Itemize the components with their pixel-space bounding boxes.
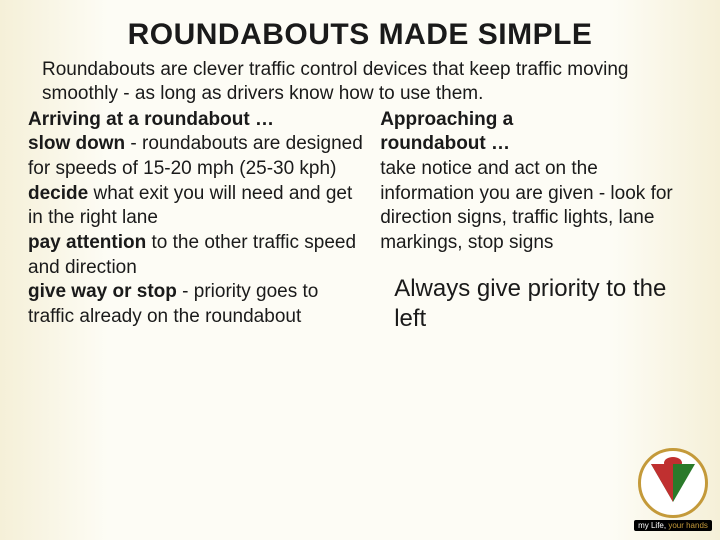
tip-slowdown-bold: slow down bbox=[28, 133, 125, 154]
arriving-heading: Arriving at a roundabout … bbox=[28, 109, 274, 130]
tip-decide-bold: decide bbox=[28, 183, 88, 204]
content-columns: Arriving at a roundabout … slow down - r… bbox=[0, 106, 720, 334]
logo-tagline-1: my Life, bbox=[638, 521, 666, 530]
logo-triangle-icon bbox=[651, 464, 695, 502]
tip-attention: pay attention to the other traffic speed… bbox=[28, 231, 368, 280]
tip-giveway: give way or stop - priority goes to traf… bbox=[28, 280, 368, 329]
tip-slowdown: slow down - roundabouts are designed for… bbox=[28, 132, 368, 181]
left-column: Arriving at a roundabout … slow down - r… bbox=[28, 108, 368, 334]
approaching-heading-2: roundabout … bbox=[380, 133, 510, 154]
right-column: Approaching a roundabout … take notice a… bbox=[380, 108, 688, 334]
approaching-body: take notice and act on the information y… bbox=[380, 157, 688, 256]
brand-logo: my Life, your hands bbox=[634, 448, 712, 534]
logo-tagline: my Life, your hands bbox=[634, 520, 712, 531]
tip-decide: decide what exit you will need and get i… bbox=[28, 182, 368, 231]
logo-circle-icon bbox=[638, 448, 708, 518]
tip-attention-bold: pay attention bbox=[28, 232, 146, 253]
approaching-heading-1: Approaching a bbox=[380, 109, 513, 130]
page-title: ROUNDABOUTS MADE SIMPLE bbox=[0, 0, 720, 58]
logo-tagline-2: your hands bbox=[666, 521, 708, 530]
intro-paragraph: Roundabouts are clever traffic control d… bbox=[0, 58, 720, 106]
tip-giveway-bold: give way or stop bbox=[28, 281, 177, 302]
priority-statement: Always give priority to the left bbox=[380, 274, 688, 334]
